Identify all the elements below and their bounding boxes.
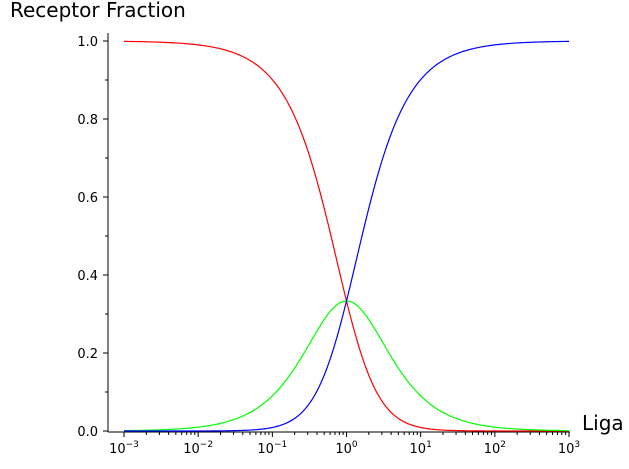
x-tick-label: 103 — [558, 440, 580, 457]
series-line-2 — [124, 40, 570, 432]
x-tick-label: 101 — [410, 440, 432, 457]
series-line-0 — [123, 40, 569, 432]
y-tick-label: 1.0 — [77, 35, 98, 50]
series-line-1 — [123, 300, 570, 432]
x-ticks: 10−3 10−2 10−1 100 101 102 103 — [109, 432, 580, 457]
y-tick-label: 0.0 — [77, 425, 98, 440]
x-tick-label: 10−1 — [257, 440, 287, 457]
x-axis-label: Liga — [582, 411, 624, 435]
y-tick-label: 0.8 — [77, 113, 98, 128]
y-tick-label: 0.4 — [77, 269, 98, 284]
y-tick-label: 0.6 — [77, 191, 98, 206]
x-tick-label: 10−3 — [109, 440, 139, 457]
y-tick-label: 0.2 — [77, 347, 98, 362]
series-group — [123, 40, 570, 432]
y-axis-label: Receptor Fraction — [10, 0, 186, 22]
x-tick-label: 102 — [484, 440, 506, 457]
x-tick-label: 100 — [335, 440, 358, 457]
y-ticks: 0.0 0.2 0.4 0.6 0.8 1.0 — [77, 35, 108, 440]
x-tick-label: 10−2 — [183, 440, 213, 457]
